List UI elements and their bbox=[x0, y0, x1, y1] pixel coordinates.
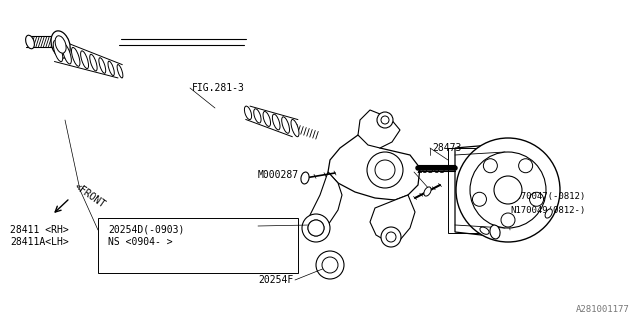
Circle shape bbox=[483, 159, 497, 173]
Ellipse shape bbox=[490, 225, 500, 239]
Circle shape bbox=[322, 257, 338, 273]
Ellipse shape bbox=[263, 111, 271, 126]
Ellipse shape bbox=[90, 54, 97, 71]
Circle shape bbox=[308, 220, 324, 236]
Ellipse shape bbox=[62, 44, 71, 64]
Ellipse shape bbox=[108, 61, 115, 76]
Ellipse shape bbox=[99, 58, 106, 73]
Circle shape bbox=[472, 192, 486, 206]
Circle shape bbox=[312, 224, 320, 232]
Polygon shape bbox=[358, 110, 400, 148]
Polygon shape bbox=[455, 145, 505, 236]
Text: A281001177: A281001177 bbox=[576, 305, 630, 314]
Ellipse shape bbox=[51, 31, 70, 58]
Text: 28473: 28473 bbox=[432, 143, 461, 153]
Ellipse shape bbox=[273, 114, 280, 130]
Circle shape bbox=[494, 176, 522, 204]
Polygon shape bbox=[308, 172, 342, 232]
Text: 20254F: 20254F bbox=[258, 275, 293, 285]
Text: N170049(0812-): N170049(0812-) bbox=[510, 205, 585, 214]
Circle shape bbox=[302, 214, 330, 242]
Circle shape bbox=[377, 112, 393, 128]
Ellipse shape bbox=[26, 35, 35, 49]
Bar bbox=[98, 218, 298, 273]
Bar bbox=[448, 148, 506, 233]
Circle shape bbox=[470, 152, 546, 228]
Circle shape bbox=[518, 159, 532, 173]
Ellipse shape bbox=[55, 36, 66, 53]
Text: N170047(-0812): N170047(-0812) bbox=[510, 191, 585, 201]
Polygon shape bbox=[328, 135, 420, 200]
Ellipse shape bbox=[291, 119, 299, 137]
Circle shape bbox=[386, 232, 396, 242]
Text: 28411A<LH>: 28411A<LH> bbox=[10, 237, 68, 247]
Ellipse shape bbox=[81, 51, 88, 68]
Circle shape bbox=[381, 116, 389, 124]
Text: 28411 <RH>: 28411 <RH> bbox=[10, 225, 68, 235]
Ellipse shape bbox=[480, 227, 489, 234]
Text: FIG.281-3: FIG.281-3 bbox=[192, 83, 245, 93]
Ellipse shape bbox=[53, 41, 63, 62]
Text: NS <0904- >: NS <0904- > bbox=[108, 237, 173, 247]
Text: 28365: 28365 bbox=[416, 165, 445, 175]
Ellipse shape bbox=[244, 106, 252, 120]
Text: M000287: M000287 bbox=[258, 170, 299, 180]
Ellipse shape bbox=[72, 47, 80, 66]
Circle shape bbox=[375, 160, 395, 180]
Ellipse shape bbox=[253, 109, 261, 123]
Circle shape bbox=[501, 213, 515, 227]
Ellipse shape bbox=[117, 65, 123, 78]
Ellipse shape bbox=[282, 117, 289, 133]
Ellipse shape bbox=[301, 172, 309, 184]
Ellipse shape bbox=[545, 209, 552, 218]
Circle shape bbox=[367, 152, 403, 188]
Polygon shape bbox=[370, 195, 415, 242]
Circle shape bbox=[308, 220, 324, 236]
Text: <FRONT: <FRONT bbox=[72, 182, 107, 210]
Text: 20254D(-0903): 20254D(-0903) bbox=[108, 225, 184, 235]
Circle shape bbox=[381, 227, 401, 247]
Circle shape bbox=[529, 192, 543, 206]
Ellipse shape bbox=[424, 187, 431, 196]
Circle shape bbox=[316, 251, 344, 279]
Circle shape bbox=[456, 138, 560, 242]
